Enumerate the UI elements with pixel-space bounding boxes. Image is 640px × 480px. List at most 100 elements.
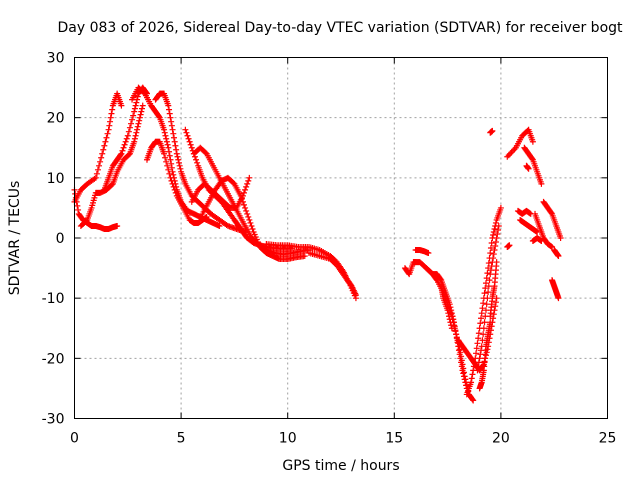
data-point xyxy=(529,138,536,145)
data-point xyxy=(184,132,191,139)
data-point xyxy=(97,158,104,165)
data-point xyxy=(548,209,555,216)
data-point xyxy=(462,379,469,386)
data-point xyxy=(249,225,256,232)
data-point xyxy=(162,132,169,139)
data-point xyxy=(490,228,497,235)
data-point xyxy=(92,174,99,181)
data-point xyxy=(492,299,499,306)
data-point xyxy=(448,322,455,329)
data-point xyxy=(108,181,115,188)
series-track-32 xyxy=(549,277,562,302)
data-point xyxy=(247,219,254,226)
data-point xyxy=(163,135,170,142)
x-tick-label: 25 xyxy=(599,431,617,447)
data-point xyxy=(458,363,465,370)
data-point xyxy=(165,144,172,151)
series-track-7 xyxy=(143,138,210,226)
data-point xyxy=(168,160,175,167)
data-point xyxy=(479,305,486,312)
data-point xyxy=(473,345,480,352)
data-point xyxy=(173,150,180,157)
data-point xyxy=(474,340,481,347)
data-point xyxy=(492,239,499,246)
data-point xyxy=(168,118,175,125)
x-tick-label: 20 xyxy=(492,431,510,447)
data-point xyxy=(480,325,487,332)
data-point xyxy=(122,138,129,145)
data-point xyxy=(139,102,146,109)
data-point xyxy=(477,320,484,327)
data-point xyxy=(185,135,192,142)
x-axis-label: GPS time / hours xyxy=(282,458,399,474)
ticks: 0 5 10 15 20 25 -30 -20 -10 0 10 20 30 xyxy=(42,51,617,447)
data-point xyxy=(487,271,494,278)
data-point xyxy=(127,120,134,127)
data-point xyxy=(131,138,138,145)
data-point xyxy=(120,144,127,151)
data-point xyxy=(167,114,174,121)
data-point xyxy=(98,154,105,161)
data-point xyxy=(186,138,193,145)
data-point xyxy=(166,106,173,113)
data-point xyxy=(124,132,131,139)
data-point xyxy=(170,171,177,178)
series-track-24 xyxy=(504,242,513,251)
data-point xyxy=(425,250,432,257)
series-track-25 xyxy=(504,126,536,160)
data-point xyxy=(216,222,223,229)
data-point xyxy=(166,148,173,155)
data-point xyxy=(176,162,183,169)
data-point xyxy=(166,152,173,159)
data-point xyxy=(469,371,476,378)
data-point xyxy=(485,260,492,267)
data-point xyxy=(482,285,489,292)
series-track-33 xyxy=(551,247,562,260)
data-point xyxy=(525,165,532,172)
data-point xyxy=(99,150,106,157)
data-point xyxy=(140,89,147,96)
data-point xyxy=(490,255,497,262)
data-point xyxy=(118,102,125,109)
data-point xyxy=(165,102,172,109)
data-point xyxy=(93,170,100,177)
data-point xyxy=(475,330,482,337)
series-track-22 xyxy=(487,259,500,320)
data-point xyxy=(488,240,495,247)
data-point xyxy=(137,111,144,118)
data-point xyxy=(492,219,499,226)
data-point xyxy=(126,124,133,131)
data-point xyxy=(136,114,143,121)
data-point xyxy=(131,108,138,115)
data-point xyxy=(485,283,492,290)
data-point xyxy=(134,93,141,100)
series-track-17 xyxy=(438,283,455,332)
series-track-23 xyxy=(487,127,496,136)
data-point xyxy=(555,253,562,260)
y-tick-label: -10 xyxy=(42,291,65,307)
data-point xyxy=(455,347,462,354)
data-point xyxy=(134,123,141,130)
data-point xyxy=(529,155,536,162)
data-point xyxy=(490,231,497,238)
data-point xyxy=(163,158,170,165)
data-point xyxy=(490,311,497,318)
data-point xyxy=(166,110,173,117)
data-point xyxy=(125,151,132,158)
data-point xyxy=(470,397,477,404)
data-point xyxy=(74,202,81,209)
x-tick-label: 5 xyxy=(177,431,186,447)
data-point xyxy=(246,174,253,181)
data-point xyxy=(121,141,128,148)
data-point xyxy=(248,222,255,229)
series-track-28 xyxy=(521,144,545,187)
data-point xyxy=(177,165,184,172)
data-point xyxy=(487,319,494,326)
data-point xyxy=(538,238,545,245)
series-track-13 xyxy=(306,250,359,302)
data-point xyxy=(242,186,249,193)
data-point xyxy=(242,204,249,211)
data-point xyxy=(244,180,251,187)
data-point xyxy=(102,138,109,145)
data-point xyxy=(458,359,465,366)
